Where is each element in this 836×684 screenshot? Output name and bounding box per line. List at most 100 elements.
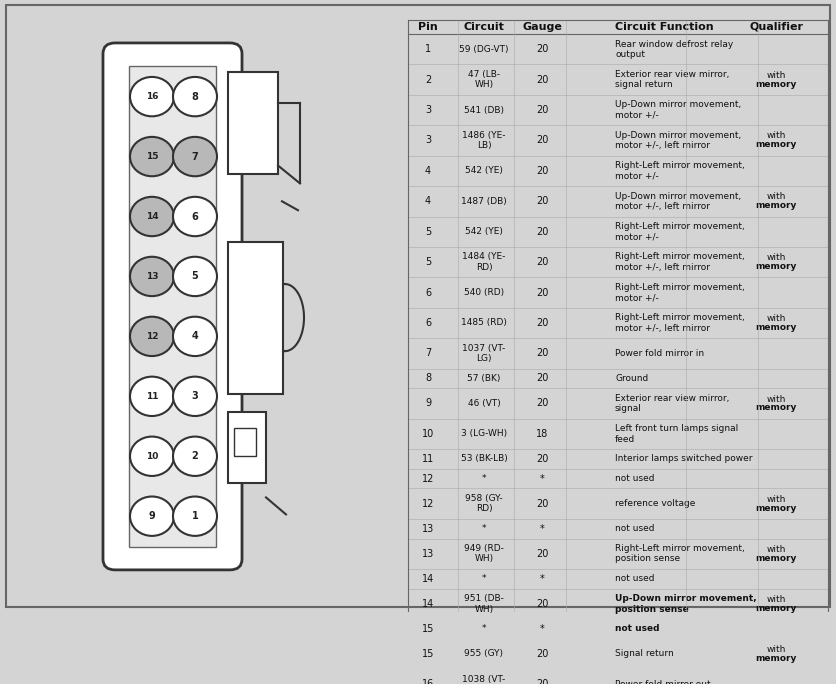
Text: 12: 12 (422, 473, 434, 484)
Text: memory: memory (755, 140, 797, 149)
Text: *: * (539, 574, 544, 584)
Text: 18: 18 (536, 429, 548, 439)
Text: 59 (DG-VT): 59 (DG-VT) (459, 44, 509, 54)
Text: Signal return: Signal return (615, 650, 674, 659)
Text: 14: 14 (422, 599, 434, 609)
Text: not used: not used (615, 575, 655, 583)
Circle shape (130, 137, 174, 176)
Text: *: * (482, 524, 487, 534)
Text: 2: 2 (191, 451, 198, 461)
Text: Circuit Function: Circuit Function (615, 22, 714, 32)
Text: 11: 11 (422, 454, 434, 464)
FancyBboxPatch shape (228, 241, 283, 393)
Text: 15: 15 (422, 649, 434, 659)
Text: 20: 20 (536, 105, 548, 115)
Text: Ground: Ground (615, 374, 648, 383)
Text: 6: 6 (425, 318, 431, 328)
FancyBboxPatch shape (234, 428, 256, 456)
Text: 949 (RD-
WH): 949 (RD- WH) (464, 544, 504, 564)
Text: Rear window defrost relay
output: Rear window defrost relay output (615, 40, 733, 59)
Text: 14: 14 (422, 574, 434, 584)
Text: 20: 20 (536, 44, 548, 54)
Text: 958 (GY-
RD): 958 (GY- RD) (465, 494, 502, 514)
Text: Right-Left mirror movement,
motor +/-: Right-Left mirror movement, motor +/- (615, 283, 745, 302)
Text: 1486 (YE-
LB): 1486 (YE- LB) (462, 131, 506, 150)
Text: 1037 (VT-
LG): 1037 (VT- LG) (462, 343, 506, 363)
Text: 5: 5 (425, 257, 431, 267)
Text: 4: 4 (425, 196, 431, 207)
Text: Right-Left mirror movement,
motor +/-: Right-Left mirror movement, motor +/- (615, 161, 745, 181)
Text: Up-Down mirror movement,
motor +/-: Up-Down mirror movement, motor +/- (615, 101, 742, 120)
Text: 3: 3 (191, 391, 198, 402)
Text: 540 (RD): 540 (RD) (464, 288, 504, 297)
Circle shape (130, 317, 174, 356)
Circle shape (130, 497, 174, 536)
Text: with: with (767, 395, 786, 404)
Text: memory: memory (755, 554, 797, 563)
Text: 1: 1 (425, 44, 431, 54)
Text: 1038 (VT-
YE): 1038 (VT- YE) (462, 674, 506, 684)
Text: 20: 20 (536, 454, 548, 464)
Text: Right-Left mirror movement,
motor +/-, left mirror: Right-Left mirror movement, motor +/-, l… (615, 252, 745, 272)
Text: with: with (767, 544, 786, 554)
Text: 4: 4 (191, 331, 198, 341)
Text: 6: 6 (191, 211, 198, 222)
Text: 542 (YE): 542 (YE) (465, 166, 503, 175)
Text: 15: 15 (145, 152, 158, 161)
Text: memory: memory (755, 404, 797, 412)
Circle shape (173, 197, 217, 236)
Text: 11: 11 (145, 392, 158, 401)
Text: 3 (LG-WH): 3 (LG-WH) (461, 430, 507, 438)
Text: with: with (767, 253, 786, 262)
Text: 13: 13 (145, 272, 158, 281)
Text: 9: 9 (425, 399, 431, 408)
Text: 3: 3 (425, 105, 431, 115)
Text: Power fold mirror in: Power fold mirror in (615, 349, 704, 358)
FancyBboxPatch shape (103, 43, 242, 570)
Text: 20: 20 (536, 399, 548, 408)
Text: *: * (482, 474, 487, 483)
Text: 15: 15 (422, 624, 434, 634)
Text: Right-Left mirror movement,
position sense: Right-Left mirror movement, position sen… (615, 544, 745, 564)
Text: 5: 5 (191, 272, 198, 281)
Text: 6: 6 (425, 287, 431, 298)
Text: 20: 20 (536, 226, 548, 237)
Text: Up-Down mirror movement,
motor +/-, left mirror: Up-Down mirror movement, motor +/-, left… (615, 192, 742, 211)
Text: 20: 20 (536, 649, 548, 659)
Text: 20: 20 (536, 287, 548, 298)
Text: 20: 20 (536, 196, 548, 207)
Text: 10: 10 (145, 451, 158, 461)
Text: 5: 5 (425, 226, 431, 237)
Text: 8: 8 (425, 373, 431, 384)
FancyBboxPatch shape (228, 72, 278, 174)
Text: 955 (GY): 955 (GY) (465, 650, 503, 659)
Circle shape (130, 77, 174, 116)
Circle shape (173, 497, 217, 536)
Circle shape (130, 197, 174, 236)
Text: 20: 20 (536, 549, 548, 559)
Text: memory: memory (755, 79, 797, 89)
Text: Gauge: Gauge (522, 22, 562, 32)
Text: Qualifier: Qualifier (749, 22, 803, 32)
Text: with: with (767, 192, 786, 201)
Text: 20: 20 (536, 166, 548, 176)
Text: 12: 12 (145, 332, 158, 341)
Circle shape (130, 377, 174, 416)
Text: *: * (539, 624, 544, 634)
Text: not used: not used (615, 524, 655, 534)
FancyBboxPatch shape (6, 5, 830, 607)
Text: memory: memory (755, 262, 797, 271)
Text: Circuit: Circuit (464, 22, 504, 32)
Circle shape (173, 256, 217, 296)
Text: 7: 7 (425, 348, 431, 358)
Text: *: * (482, 624, 487, 633)
Text: 57 (BK): 57 (BK) (467, 374, 501, 383)
Circle shape (173, 317, 217, 356)
Circle shape (130, 256, 174, 296)
Text: 951 (DB-
WH): 951 (DB- WH) (464, 594, 504, 614)
Text: 20: 20 (536, 599, 548, 609)
Text: memory: memory (755, 323, 797, 332)
Text: 20: 20 (536, 373, 548, 384)
Circle shape (173, 436, 217, 476)
Text: 1485 (RD): 1485 (RD) (461, 319, 507, 328)
